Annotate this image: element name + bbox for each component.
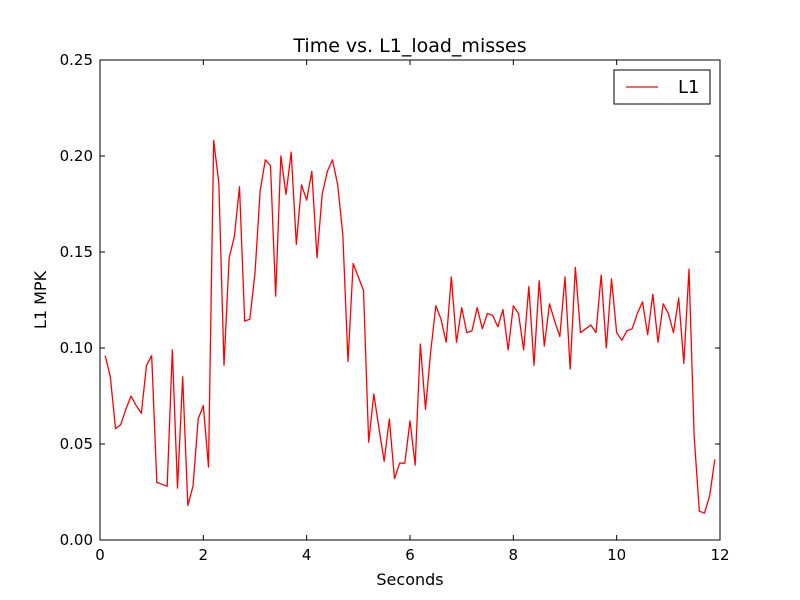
y-axis-label: L1 MPK [31,270,50,329]
plot-area: 0 2 4 6 8 10 12 0.00 0.05 0.10 0.15 0.20 0.25 [60,51,730,564]
x-axis-label: Seconds [376,570,443,589]
x-tick-label: 8 [509,546,519,564]
y-tick-label: 0.20 [60,147,93,165]
x-tick-label: 4 [302,546,312,564]
y-tick-label: 0.05 [60,435,93,453]
legend: L1 [613,69,711,105]
series-line-l1 [104,139,716,514]
x-tick-label: 2 [199,546,209,564]
x-tick-label: 6 [405,546,415,564]
x-tick-label: 0 [95,546,105,564]
chart-title: Time vs. L1_load_misses [292,35,526,57]
x-tick-label: 12 [710,546,729,564]
y-tick-label: 0.10 [60,339,93,357]
y-tick-label: 0.00 [60,531,93,549]
legend-label-l1: L1 [678,77,699,98]
y-tick-label: 0.25 [60,51,93,69]
x-tick-label: 10 [607,546,626,564]
y-tick-label: 0.15 [60,243,93,261]
